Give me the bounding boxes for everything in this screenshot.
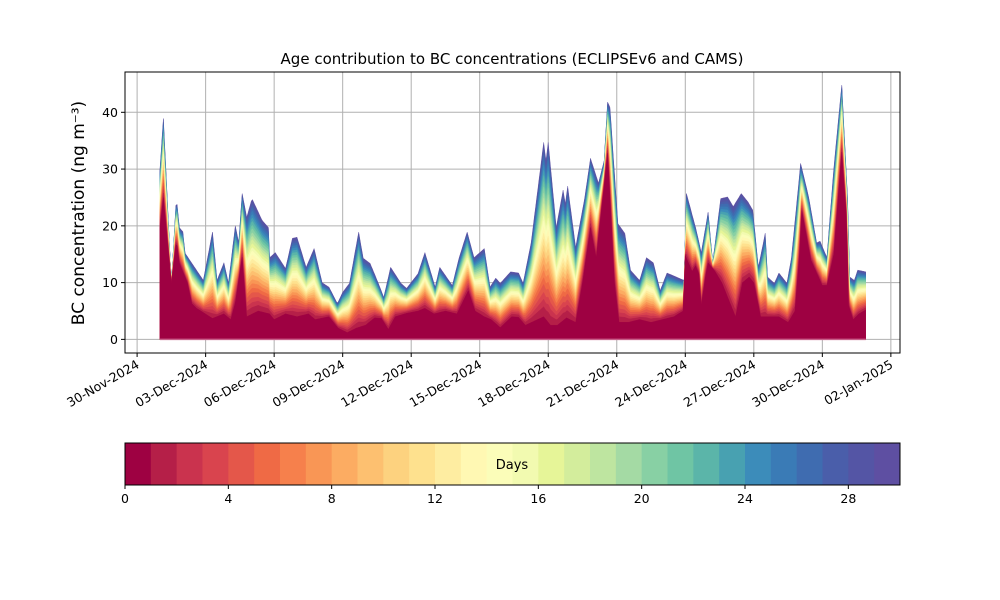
colorbar-swatch bbox=[280, 443, 307, 485]
colorbar-swatch bbox=[357, 443, 384, 485]
colorbar-swatch bbox=[693, 443, 720, 485]
colorbar-swatch bbox=[150, 443, 178, 485]
colorbar-tick-label: 16 bbox=[530, 491, 546, 506]
colorbar-tick-label: 0 bbox=[121, 491, 129, 506]
colorbar-swatch bbox=[228, 443, 255, 485]
colorbar-swatch bbox=[564, 443, 591, 485]
colorbar-swatch bbox=[486, 443, 513, 485]
y-axis-label: BC concentration (ng m⁻³) bbox=[69, 101, 89, 325]
colorbar-swatch bbox=[538, 443, 565, 485]
colorbar-swatch bbox=[719, 443, 746, 485]
colorbar: 0 4 8 12 16 20 24 28 bbox=[121, 442, 901, 506]
colorbar-swatch bbox=[512, 443, 539, 485]
colorbar-swatch bbox=[435, 443, 462, 485]
area-layer-age-0-days bbox=[159, 151, 866, 340]
colorbar-frame bbox=[124, 442, 901, 486]
colorbar-swatch bbox=[615, 443, 643, 485]
y-axis: 0 10 20 30 40 bbox=[102, 105, 125, 347]
chart-title: Age contribution to BC concentrations (E… bbox=[281, 50, 744, 68]
y-tick-label: 0 bbox=[110, 332, 118, 347]
colorbar-swatch bbox=[874, 443, 901, 485]
colorbar-tick-label: 28 bbox=[840, 491, 856, 506]
colorbar-swatch bbox=[331, 443, 358, 485]
colorbar-swatch bbox=[796, 443, 823, 485]
y-tick-label: 20 bbox=[102, 218, 118, 233]
colorbar-swatch bbox=[667, 443, 694, 485]
colorbar-swatch bbox=[383, 443, 410, 485]
colorbar-label: Days bbox=[496, 458, 529, 473]
stacked-areas bbox=[159, 85, 866, 341]
colorbar-swatch bbox=[409, 443, 436, 485]
plot-frame bbox=[124, 71, 901, 354]
colorbar-swatch bbox=[590, 443, 617, 485]
colorbar-swatch bbox=[745, 443, 772, 485]
colorbar-swatch bbox=[125, 443, 152, 485]
colorbar-swatch bbox=[202, 443, 229, 485]
colorbar-tick-label: 24 bbox=[737, 491, 753, 506]
y-tick-label: 40 bbox=[102, 105, 118, 120]
colorbar-tick-label: 4 bbox=[224, 491, 232, 506]
colorbar-tick-label: 20 bbox=[634, 491, 650, 506]
colorbar-swatch bbox=[460, 443, 488, 485]
colorbar-swatch bbox=[641, 443, 668, 485]
colorbar-swatch bbox=[848, 443, 875, 485]
colorbar-swatch bbox=[305, 443, 333, 485]
y-tick-label: 30 bbox=[102, 162, 118, 177]
y-tick-label: 10 bbox=[102, 275, 118, 290]
colorbar-swatch bbox=[254, 443, 281, 485]
colorbar-tick-label: 12 bbox=[427, 491, 443, 506]
colorbar-swatch bbox=[770, 443, 798, 485]
colorbar-swatch bbox=[822, 443, 849, 485]
colorbar-tick-label: 8 bbox=[328, 491, 336, 506]
colorbar-swatch bbox=[176, 443, 203, 485]
